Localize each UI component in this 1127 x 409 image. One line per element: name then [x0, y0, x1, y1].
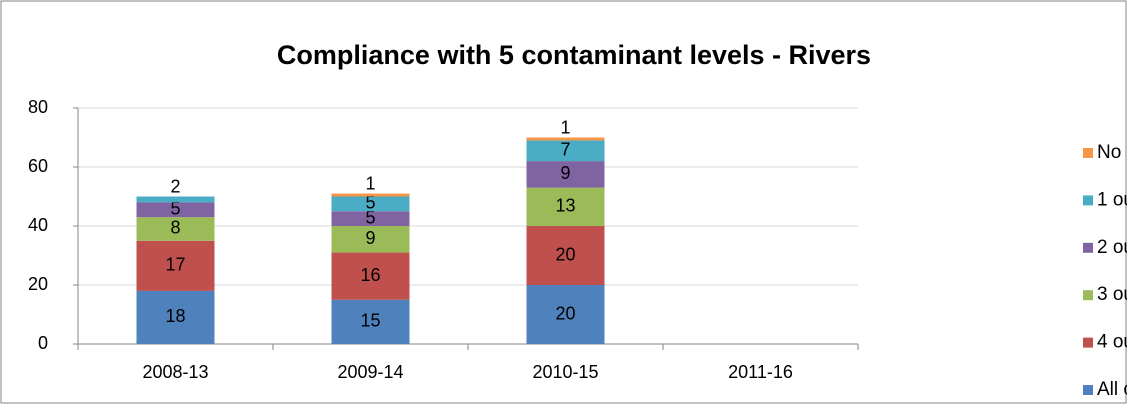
y-tick-label: 20 [28, 274, 48, 294]
y-tick-label: 40 [28, 215, 48, 235]
legend-label: 4 out of 5 comply [1097, 332, 1127, 353]
legend-swatch [1083, 385, 1093, 395]
bar-segment [526, 137, 605, 141]
bar-segment [136, 290, 215, 344]
bar-segment [526, 187, 605, 226]
data-label: 5 [170, 199, 180, 219]
legend-label: 2 out of 5 comply [1097, 237, 1127, 258]
data-label: 5 [365, 207, 375, 227]
x-tick-label: 2009-14 [337, 362, 403, 382]
bar-segment [331, 193, 410, 197]
bar-segment [331, 252, 410, 300]
bar-segment [136, 202, 215, 218]
legend-label: No compliance [1097, 142, 1127, 163]
legend-label: All comply [1097, 379, 1127, 400]
data-label: 7 [560, 140, 570, 160]
legend-label: 3 out of 5 comply [1097, 284, 1127, 305]
legend-swatch [1083, 337, 1093, 348]
bar-segment [136, 217, 215, 241]
data-label: 5 [365, 193, 375, 213]
bar-segment [331, 196, 410, 212]
legend-swatch [1083, 148, 1093, 158]
data-label: 1 [560, 117, 570, 137]
data-label: 15 [360, 311, 380, 331]
data-label: 13 [555, 196, 575, 216]
bar-segment [526, 226, 605, 285]
x-tick-label: 2008-13 [142, 362, 208, 382]
bar-segment [136, 196, 215, 203]
chart-title: Compliance with 5 contaminant levels - R… [277, 40, 871, 70]
x-tick-label: 2010-15 [532, 362, 598, 382]
data-label: 9 [560, 163, 570, 183]
bar-segment [331, 226, 410, 253]
bar-segment [136, 240, 215, 291]
bar-segment [526, 285, 605, 344]
y-tick-label: 60 [28, 156, 48, 176]
y-tick-label: 80 [28, 97, 48, 117]
data-label: 20 [555, 303, 575, 323]
data-label: 16 [360, 265, 380, 285]
bar-segment [526, 161, 605, 188]
data-label: 9 [365, 228, 375, 248]
data-label: 2 [170, 176, 180, 196]
data-label: 20 [555, 244, 575, 264]
data-label: 18 [165, 306, 185, 326]
legend-label: 1 out of 5 comply [1097, 189, 1127, 210]
y-tick-label: 0 [38, 333, 48, 353]
legend-swatch [1083, 242, 1093, 253]
data-label: 17 [165, 255, 185, 275]
bar-segment [331, 299, 410, 344]
legend-swatch [1083, 290, 1093, 301]
legend-swatch [1083, 195, 1093, 206]
data-label: 1 [365, 173, 375, 193]
bar-segment [526, 140, 605, 162]
x-tick-label: 2011-16 [728, 362, 793, 382]
bar-segment [331, 211, 410, 226]
data-label: 8 [170, 218, 180, 238]
